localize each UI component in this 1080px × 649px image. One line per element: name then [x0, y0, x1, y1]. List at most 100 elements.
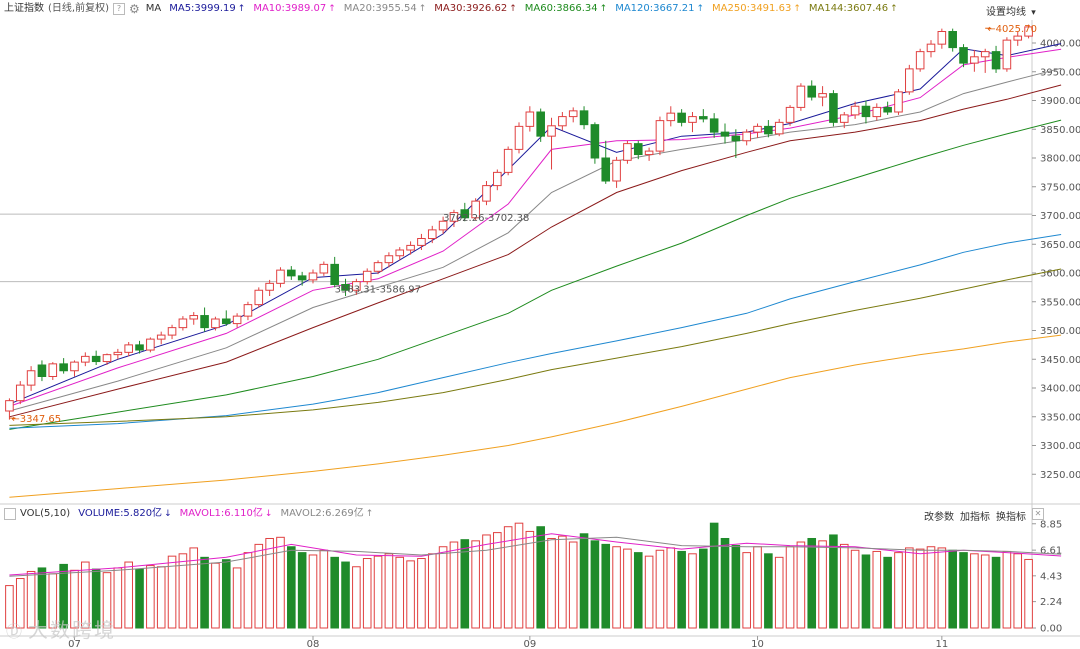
close-icon[interactable]: ✕ — [1032, 508, 1044, 520]
x-tick-label: 11 — [935, 639, 948, 649]
vol-value-1: MAVOL1:6.110亿 ↓ — [180, 505, 273, 523]
ma-settings-label: 设置均线 — [986, 7, 1026, 18]
price-tick-label: 3800.00 — [1040, 154, 1080, 165]
volume-bar — [178, 553, 188, 629]
volume-bar — [568, 541, 578, 629]
volume-bar — [503, 526, 513, 629]
gear-icon[interactable]: ⚙ — [128, 2, 140, 16]
ma-value-trend: ↑ — [328, 4, 336, 14]
candle-body — [829, 93, 838, 123]
change-params-button[interactable]: 改参数 — [924, 512, 954, 523]
price-tick-label: 3300.00 — [1040, 441, 1080, 452]
candle-body — [297, 275, 307, 281]
candle-body — [818, 93, 827, 98]
price-tick-label: 3250.00 — [1040, 470, 1080, 481]
collapse-square-icon[interactable] — [4, 508, 16, 520]
volume-bar — [81, 561, 90, 629]
volume-bar — [189, 547, 199, 629]
ma-value-trend: ↑ — [890, 4, 898, 14]
candle-body — [536, 111, 545, 137]
volume-bar — [699, 548, 708, 629]
candle-body — [156, 334, 166, 340]
candle-body — [514, 125, 524, 150]
volume-bar — [601, 543, 611, 629]
candle-body — [5, 400, 14, 412]
candle-body — [1013, 35, 1023, 41]
vol-value-trend: ↓ — [264, 509, 273, 519]
volume-bar — [59, 563, 68, 629]
ma-value-3: MA30:3926.62 ↑ — [434, 0, 516, 18]
candle-body — [861, 105, 871, 118]
vol-value-text: MAVOL2:6.269亿 — [280, 508, 364, 519]
help-icon[interactable]: ? — [112, 3, 125, 15]
vol-value-trend: ↑ — [365, 509, 374, 519]
ma-value-text: MA10:3989.07 — [253, 3, 327, 14]
watermark-text: 大数跨境 — [28, 618, 117, 642]
volume-bar — [1013, 553, 1023, 629]
ma-value-0: MA5:3999.19 ↑ — [169, 0, 245, 18]
volume-bar — [883, 556, 892, 629]
volume-bar — [232, 567, 242, 629]
candle-body — [243, 304, 253, 317]
volume-bar — [905, 547, 914, 629]
ma-values-group: MA5:3999.19 ↑ MA10:3989.07 ↑ MA20:3955.54 ↑ MA… — [169, 0, 905, 18]
volume-bar — [135, 568, 144, 629]
volume-bar — [211, 562, 220, 629]
candle-body — [265, 282, 274, 291]
volume-bar — [26, 570, 36, 629]
volume-bar — [287, 546, 296, 629]
candle-body — [200, 315, 209, 329]
candle-body — [764, 125, 773, 135]
candle-body — [601, 157, 611, 182]
price-tick-label: 3400.00 — [1040, 384, 1080, 395]
candle-body — [254, 289, 264, 306]
candle-body — [688, 116, 697, 123]
candle-body — [146, 338, 155, 351]
candle-body — [341, 284, 350, 291]
volume-bar — [839, 543, 849, 629]
candle-body — [547, 125, 556, 137]
candle-body — [81, 355, 90, 363]
switch-indicator-button[interactable]: 换指标 — [996, 512, 1026, 523]
ma-value-trend: ↑ — [237, 4, 246, 14]
volume-bar — [330, 556, 339, 629]
price-tick-label: 3600.00 — [1040, 269, 1080, 280]
volume-bar — [774, 556, 784, 629]
candle-body — [731, 135, 741, 142]
ma-settings-button[interactable]: 设置均线 ▾ — [986, 3, 1036, 18]
volume-bar — [514, 522, 524, 629]
volume-bar — [427, 553, 437, 629]
volume-tick-label: 8.85 — [1040, 519, 1062, 530]
volume-bar — [612, 546, 621, 629]
volume-bar — [297, 552, 307, 629]
low-price-label: ←3347.65 — [11, 414, 61, 425]
volume-bar — [460, 539, 470, 629]
index-title[interactable]: 上证指数 — [4, 3, 44, 14]
price-tick-label: 3500.00 — [1040, 326, 1080, 337]
volume-bar — [265, 537, 274, 629]
ma-value-text: MA30:3926.62 — [434, 3, 508, 14]
volume-bar — [558, 535, 567, 629]
candle-body — [438, 220, 448, 231]
ma-value-1: MA10:3989.07 ↑ — [253, 0, 335, 18]
candle-body — [753, 125, 762, 133]
candle-body — [319, 263, 329, 274]
volume-bar — [362, 558, 372, 629]
candle-body — [579, 110, 589, 126]
candle-body — [1024, 26, 1033, 37]
ref-label-lower: 3583.31-3586.97 — [335, 285, 421, 296]
candle-body — [102, 354, 112, 363]
volume-bar — [243, 552, 253, 629]
ma120-line — [9, 234, 1062, 429]
high-price-label: ←4025.70 — [987, 24, 1037, 35]
vol-value-text: VOLUME:5.820亿 — [78, 508, 163, 519]
candle-body — [558, 116, 567, 127]
candle-body — [915, 51, 925, 70]
volume-bar — [688, 553, 697, 629]
add-indicator-button[interactable]: 加指标 — [960, 512, 990, 523]
x-tick-label: 07 — [68, 639, 81, 649]
price-tick-label: 3900.00 — [1040, 96, 1080, 107]
candle-body — [590, 124, 600, 159]
ma-legend-bar: 上证指数 (日线,前复权) ? ⚙ MA MA5:3999.19 ↑ MA10:39… — [0, 0, 1080, 18]
